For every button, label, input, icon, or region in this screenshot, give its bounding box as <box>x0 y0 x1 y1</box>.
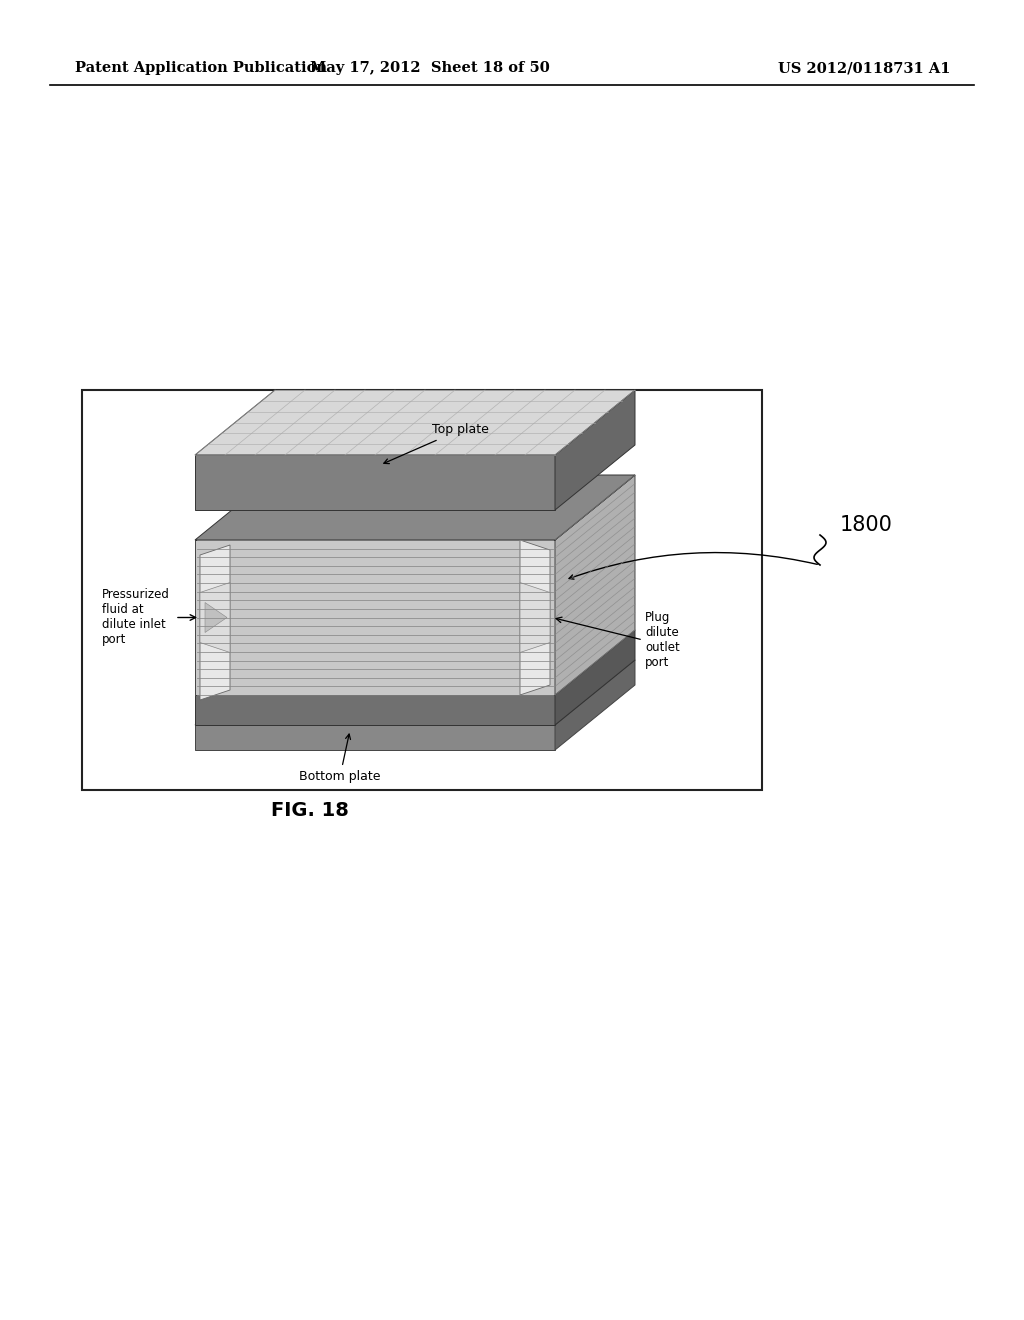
Polygon shape <box>195 389 635 455</box>
Polygon shape <box>200 582 230 652</box>
Text: Bottom plate: Bottom plate <box>299 734 381 783</box>
Polygon shape <box>195 660 635 725</box>
Text: 1800: 1800 <box>840 515 893 535</box>
Text: Plug
dilute
outlet
port: Plug dilute outlet port <box>645 611 680 669</box>
Polygon shape <box>520 582 550 652</box>
Polygon shape <box>555 630 635 725</box>
Polygon shape <box>200 545 230 700</box>
Polygon shape <box>195 725 555 750</box>
Polygon shape <box>555 475 635 540</box>
Polygon shape <box>195 475 635 540</box>
Polygon shape <box>555 475 635 696</box>
FancyArrowPatch shape <box>569 553 817 579</box>
Text: US 2012/0118731 A1: US 2012/0118731 A1 <box>777 61 950 75</box>
Text: Top plate: Top plate <box>384 424 488 463</box>
Polygon shape <box>520 540 550 696</box>
Text: FIG. 18: FIG. 18 <box>271 800 349 820</box>
Polygon shape <box>195 540 555 696</box>
Text: Pressurized
fluid at
dilute inlet
port: Pressurized fluid at dilute inlet port <box>102 587 170 645</box>
Polygon shape <box>205 602 227 632</box>
Polygon shape <box>555 660 635 750</box>
Text: Patent Application Publication: Patent Application Publication <box>75 61 327 75</box>
Polygon shape <box>555 389 635 510</box>
Polygon shape <box>195 455 555 510</box>
Polygon shape <box>195 696 555 725</box>
Bar <box>82 389 762 789</box>
Text: May 17, 2012  Sheet 18 of 50: May 17, 2012 Sheet 18 of 50 <box>310 61 550 75</box>
